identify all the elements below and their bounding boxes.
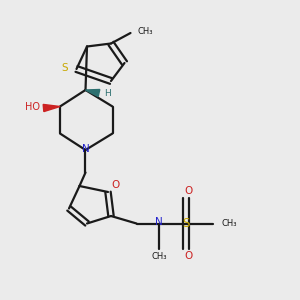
Text: H: H <box>104 88 111 98</box>
Text: S: S <box>61 63 68 74</box>
Text: CH₃: CH₃ <box>151 252 167 261</box>
Text: N: N <box>155 217 163 227</box>
Text: O: O <box>111 179 119 190</box>
Text: S: S <box>182 217 190 230</box>
Text: HO: HO <box>26 101 40 112</box>
Polygon shape <box>85 89 100 97</box>
Text: CH₃: CH₃ <box>138 27 154 36</box>
Text: O: O <box>184 186 193 197</box>
Text: O: O <box>184 250 193 261</box>
Text: N: N <box>82 144 89 154</box>
Polygon shape <box>43 104 60 112</box>
Text: CH₃: CH₃ <box>221 219 237 228</box>
